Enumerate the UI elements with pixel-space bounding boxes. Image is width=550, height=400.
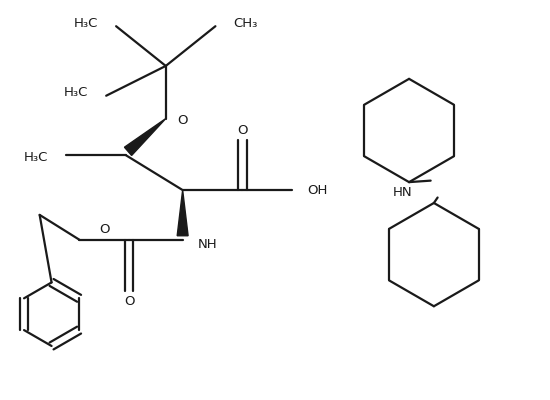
Text: OH: OH (307, 184, 327, 196)
Text: H₃C: H₃C (74, 17, 98, 30)
Text: O: O (99, 223, 109, 236)
Text: O: O (237, 124, 248, 137)
Text: CH₃: CH₃ (233, 17, 257, 30)
Polygon shape (177, 190, 188, 236)
Text: O: O (124, 295, 134, 308)
Text: H₃C: H₃C (64, 86, 89, 99)
Text: HN: HN (393, 186, 413, 199)
Polygon shape (124, 118, 166, 156)
Text: NH: NH (197, 238, 217, 251)
Text: H₃C: H₃C (24, 151, 48, 164)
Text: O: O (178, 114, 188, 127)
